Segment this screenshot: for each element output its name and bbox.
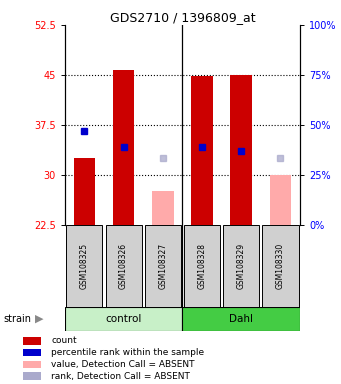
Bar [74, 158, 95, 225]
Text: strain: strain [3, 314, 31, 324]
Title: GDS2710 / 1396809_at: GDS2710 / 1396809_at [109, 11, 255, 24]
Text: GSM108326: GSM108326 [119, 243, 128, 289]
Bar [152, 191, 174, 225]
Text: ▶: ▶ [35, 314, 43, 324]
Text: GSM108327: GSM108327 [158, 243, 167, 289]
Bar [231, 75, 252, 225]
Bar [106, 225, 142, 307]
Bar [184, 225, 220, 307]
Text: count: count [51, 336, 77, 345]
Bar [23, 372, 41, 380]
Bar [65, 307, 182, 331]
Text: Dahl: Dahl [229, 314, 253, 324]
Bar [66, 225, 102, 307]
Text: rank, Detection Call = ABSENT: rank, Detection Call = ABSENT [51, 372, 190, 381]
Bar [23, 349, 41, 356]
Bar [223, 225, 259, 307]
Bar [23, 361, 41, 368]
Bar [270, 175, 291, 225]
Text: GSM108329: GSM108329 [237, 243, 246, 289]
Bar [182, 307, 300, 331]
Text: GSM108330: GSM108330 [276, 243, 285, 289]
Text: value, Detection Call = ABSENT: value, Detection Call = ABSENT [51, 360, 195, 369]
Text: percentile rank within the sample: percentile rank within the sample [51, 348, 204, 357]
Text: control: control [105, 314, 142, 324]
Bar [145, 225, 181, 307]
Text: GSM108328: GSM108328 [197, 243, 207, 289]
Bar [263, 225, 298, 307]
Bar [113, 70, 134, 225]
Bar [191, 76, 213, 225]
Text: GSM108325: GSM108325 [80, 243, 89, 289]
Bar [23, 337, 41, 344]
